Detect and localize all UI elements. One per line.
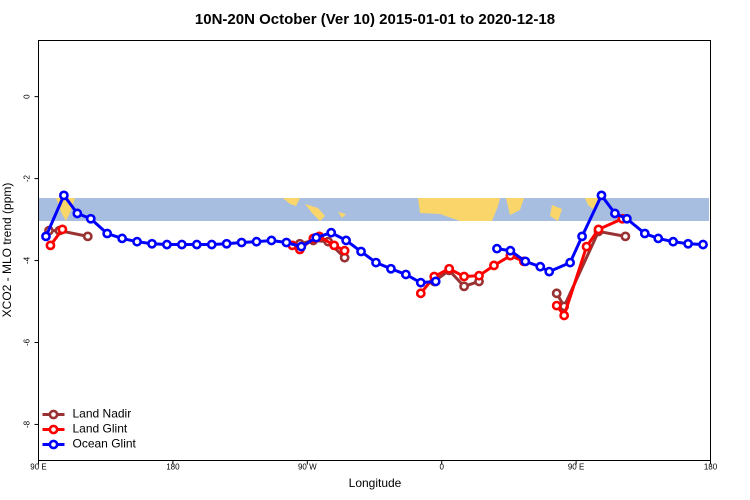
data-point [492, 243, 502, 254]
data-point [639, 228, 650, 239]
data-point [535, 261, 546, 272]
data-point [102, 228, 113, 239]
data-point [371, 257, 381, 268]
data-point [326, 227, 337, 238]
data-point [311, 232, 322, 243]
x-tick-label: 90 W [298, 463, 317, 472]
data-point [544, 266, 555, 277]
data-point [82, 231, 93, 242]
x-tick-label: 180 [166, 463, 180, 472]
legend-label: Land Glint [73, 422, 128, 436]
data-point [620, 231, 631, 242]
data-point [593, 224, 604, 235]
data-point [565, 257, 576, 268]
data-point [266, 235, 277, 246]
data-point [72, 208, 83, 219]
data-point [236, 237, 247, 248]
data-point [459, 281, 469, 292]
data-point [520, 256, 531, 267]
data-point [551, 300, 562, 311]
data-point [683, 238, 693, 249]
data-point [117, 233, 128, 244]
data-point [85, 213, 96, 224]
y-tick-label: -8 [23, 420, 32, 428]
data-point [45, 240, 56, 251]
data-point [57, 224, 68, 235]
data-point [356, 246, 366, 257]
legend-label: Land Nadir [73, 407, 132, 421]
x-tick-label: 0 [439, 463, 444, 472]
y-tick-label: 0 [23, 94, 32, 99]
legend-marker [48, 439, 59, 450]
data-point [415, 288, 426, 299]
data-point [339, 245, 350, 256]
data-point [621, 213, 632, 224]
data-point [581, 241, 592, 252]
data-point [430, 276, 441, 287]
legend-marker [48, 424, 59, 435]
y-tick-label: -6 [23, 338, 32, 346]
legend-label: Ocean Glint [73, 437, 137, 451]
plot-frame [38, 40, 711, 461]
data-point [386, 263, 396, 274]
data-point [459, 271, 469, 282]
data-point [132, 236, 142, 247]
data-point [147, 238, 157, 249]
data-point [551, 288, 562, 299]
data-point [400, 269, 411, 280]
y-tick-label: -4 [23, 256, 32, 264]
x-tick-label: 180 [704, 463, 718, 472]
x-tick-label: 90 E [30, 463, 46, 472]
data-point [206, 239, 217, 250]
data-point [341, 235, 352, 246]
data-point [577, 231, 587, 242]
map-strip [39, 198, 709, 221]
data-point [653, 233, 664, 244]
data-point [698, 239, 708, 250]
y-tick-label: -2 [23, 174, 32, 182]
data-point [162, 239, 172, 250]
legend-marker [48, 409, 59, 420]
data-point [191, 239, 202, 250]
data-point [559, 310, 570, 321]
data-point [251, 236, 262, 247]
x-axis-label: Longitude [349, 476, 402, 490]
data-point [58, 190, 69, 201]
y-axis-label: XCO2 - MLO trend (ppm) [0, 183, 14, 318]
data-point [596, 190, 607, 201]
data-point [505, 245, 516, 256]
data-point [329, 240, 340, 251]
data-point [489, 260, 499, 271]
data-point [415, 277, 426, 288]
data-point [281, 237, 292, 248]
chart-title: 10N-20N October (Ver 10) 2015-01-01 to 2… [195, 11, 555, 28]
data-point [444, 263, 455, 274]
data-point [41, 231, 51, 242]
map-ocean [39, 198, 709, 221]
data-point [610, 208, 620, 219]
x-tick-label: 90 E [568, 463, 584, 472]
data-point [296, 241, 307, 252]
data-point [474, 270, 484, 281]
data-point [176, 239, 187, 250]
data-point [221, 238, 232, 249]
data-point [668, 236, 679, 247]
